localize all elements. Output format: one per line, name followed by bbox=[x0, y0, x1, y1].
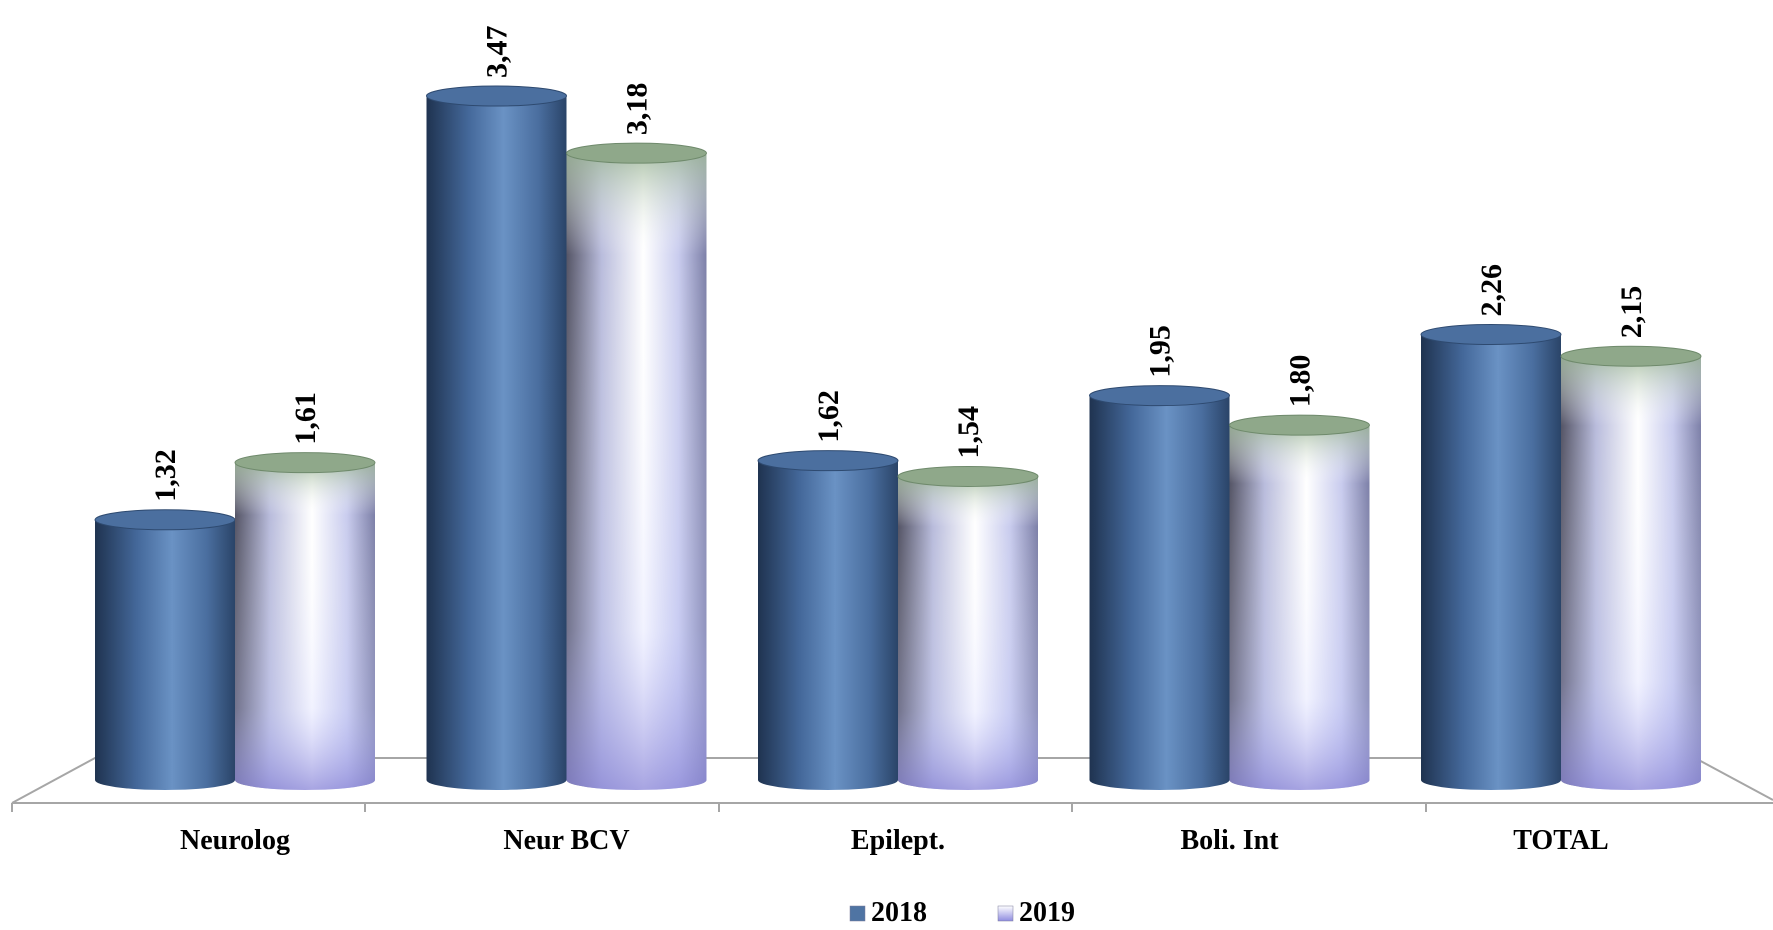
bar-2018-neur-bcv bbox=[426, 85, 567, 790]
value-label-2018-neurolog: 1,32 bbox=[149, 449, 182, 502]
legend-swatch bbox=[849, 905, 866, 922]
bar-2019-neurolog bbox=[234, 452, 376, 790]
bar-top bbox=[566, 142, 707, 164]
bar-2019-epilept bbox=[897, 465, 1039, 790]
value-label-2019-neurolog: 1,61 bbox=[289, 392, 322, 445]
bar-2018-boli-int bbox=[1089, 385, 1230, 790]
bar-body bbox=[1089, 395, 1230, 790]
category-label-neurolog: Neurolog bbox=[180, 825, 290, 856]
bar-top bbox=[1089, 385, 1230, 407]
legend: 2018 2019 bbox=[849, 897, 1075, 928]
category-labels: Neurolog Neur BCV Epilept. Boli. Int TOTAL bbox=[180, 825, 1609, 856]
value-label-2019-boli-int: 1,80 bbox=[1284, 355, 1317, 408]
bar-top bbox=[94, 509, 236, 531]
value-labels: 1,32 1,61 3,47 3,18 1,62 1,54 1,95 1,80 2,26 2,15 bbox=[149, 26, 1648, 502]
legend-label: 2019 bbox=[1019, 897, 1075, 928]
value-label-2018-neur-bcv: 3,47 bbox=[481, 26, 514, 79]
bar-body bbox=[95, 519, 235, 790]
bar-2019-total bbox=[1560, 345, 1702, 790]
bar-top bbox=[1560, 345, 1702, 367]
bar-shade bbox=[1561, 356, 1701, 790]
bars-group bbox=[94, 85, 1702, 791]
bar-top bbox=[234, 452, 376, 474]
bar-top bbox=[1229, 414, 1370, 436]
bar-body bbox=[1421, 334, 1561, 790]
bar-top bbox=[757, 450, 899, 472]
bar-shade bbox=[1229, 425, 1370, 790]
category-label-boli-int: Boli. Int bbox=[1180, 825, 1279, 856]
value-label-2019-total: 2,15 bbox=[1615, 286, 1648, 339]
bar-top bbox=[897, 465, 1039, 487]
value-label-2019-epilept: 1,54 bbox=[952, 406, 985, 459]
bar-2018-epilept bbox=[757, 450, 899, 790]
value-label-2018-epilept: 1,62 bbox=[812, 390, 845, 443]
bar-body bbox=[758, 460, 898, 790]
bar-2019-boli-int bbox=[1229, 414, 1370, 790]
bar-2018-neurolog bbox=[94, 509, 236, 790]
bar-shade bbox=[566, 153, 707, 791]
bar-body bbox=[426, 96, 567, 790]
bar-2018-total bbox=[1420, 324, 1562, 790]
bar-top bbox=[426, 85, 567, 107]
bar-shade bbox=[898, 476, 1038, 790]
bar-top bbox=[1420, 324, 1562, 346]
category-label-total: TOTAL bbox=[1513, 825, 1608, 856]
category-label-epilept: Epilept. bbox=[851, 825, 945, 856]
value-label-2019-neur-bcv: 3,18 bbox=[621, 83, 654, 136]
value-label-2018-total: 2,26 bbox=[1475, 264, 1508, 317]
value-label-2018-boli-int: 1,95 bbox=[1144, 325, 1177, 378]
legend-swatch bbox=[997, 905, 1014, 922]
legend-item-2019: 2019 bbox=[997, 897, 1075, 928]
bar-shade bbox=[235, 462, 375, 790]
category-label-neur-bcv: Neur BCV bbox=[503, 825, 629, 856]
legend-item-2018: 2018 bbox=[849, 897, 927, 928]
legend-label: 2018 bbox=[871, 897, 927, 928]
bar-2019-neur-bcv bbox=[566, 142, 707, 791]
